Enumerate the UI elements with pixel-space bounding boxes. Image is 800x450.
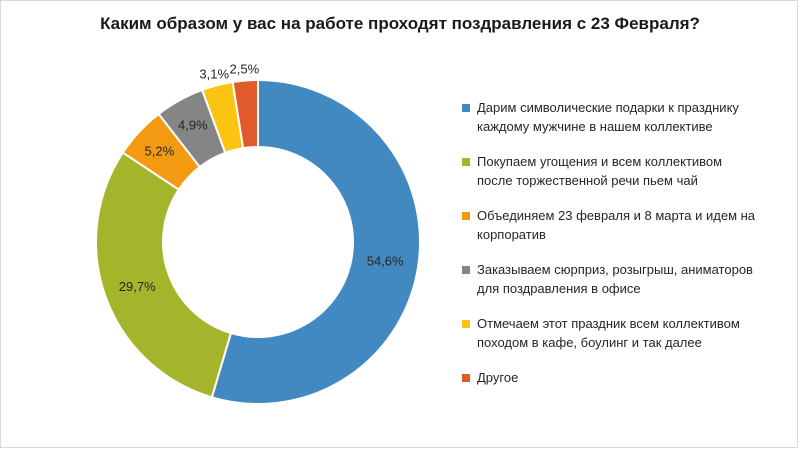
legend-label: Покупаем угощения и всем коллективом пос…: [477, 154, 723, 188]
legend-item-6: Другое: [462, 368, 792, 387]
legend-label: Другое: [477, 370, 519, 385]
legend-item-4: Заказываем сюрприз, розыгрыш, аниматоров…: [462, 260, 792, 298]
legend-item-3: Объединяем 23 февраля и 8 марта и идем н…: [462, 206, 792, 244]
legend-label: Объединяем 23 февраля и 8 марта и идем н…: [477, 208, 756, 242]
data-label-2: 29,7%: [119, 279, 156, 294]
chart-title: Каким образом у вас на работе проходят п…: [100, 14, 700, 33]
legend-item-5: Отмечаем этот праздник всем коллективом …: [462, 314, 792, 352]
legend-swatch: [462, 212, 470, 220]
donut-slice-6: [231, 78, 259, 150]
legend-label: Заказываем сюрприз, розыгрыш, аниматоров…: [477, 262, 753, 296]
legend-label: Дарим символические подарки к празднику …: [477, 100, 739, 134]
data-label-3: 5,2%: [145, 144, 175, 159]
legend-label: Отмечаем этот праздник всем коллективом …: [477, 316, 740, 350]
legend-swatch: [462, 266, 470, 274]
legend-swatch: [462, 374, 470, 382]
data-label-6: 2,5%: [230, 62, 260, 77]
legend-item-1: Дарим символические подарки к празднику …: [462, 98, 792, 136]
legend-swatch: [462, 320, 470, 328]
donut-slice-1: [210, 78, 421, 405]
legend-item-2: Покупаем угощения и всем коллективом пос…: [462, 152, 792, 190]
legend-swatch: [462, 104, 470, 112]
chart-legend: Дарим символические подарки к празднику …: [462, 98, 792, 387]
data-label-5: 3,1%: [199, 67, 229, 82]
data-label-4: 4,9%: [178, 117, 208, 132]
data-label-1: 54,6%: [367, 254, 404, 269]
donut-slice-2: [95, 151, 233, 399]
legend-swatch: [462, 158, 470, 166]
